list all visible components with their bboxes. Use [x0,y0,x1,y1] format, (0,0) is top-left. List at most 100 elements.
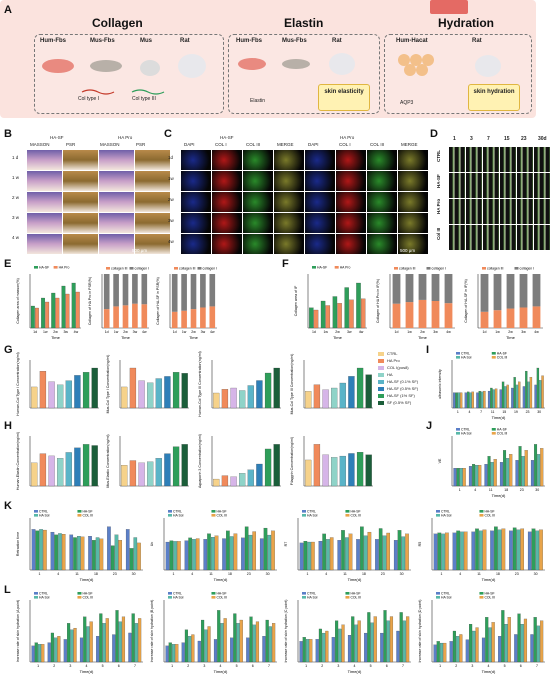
bar [501,381,505,409]
d-ultrasound-tile [448,146,466,173]
x-tick-label: 1w [495,330,500,334]
bar [48,381,55,409]
legend-label: HA Sol [39,596,50,600]
x-tick-label: 2 [321,664,323,668]
bar [256,463,263,487]
b-histology-tile [98,233,135,255]
bar [132,274,138,304]
legend-label: COL III [350,514,361,518]
x-tick-label: 3 [471,664,473,668]
legend-swatch [436,596,440,599]
bar [433,533,438,571]
bar [39,371,47,409]
bar [122,305,129,328]
bar [539,380,542,409]
bar [365,374,372,409]
legend-label: HA-SF [82,592,92,596]
bar [494,388,498,409]
bar [268,626,272,663]
bar [263,527,268,571]
b-row-label: 3 w [12,215,20,220]
x-tick-label: 30 [535,488,539,492]
x-tick-label: 1d [105,330,109,334]
bar [322,389,329,409]
bar [531,528,536,571]
bar [137,542,141,571]
c-fluorescence-tile [366,149,398,171]
x-tick-label: 4w [210,330,215,334]
y-axis-label: Retraction time [16,532,20,556]
bar [221,475,229,487]
bar [418,299,427,328]
legend-label: HA Pro [387,358,400,363]
bar [213,639,218,663]
col-type-iii-label: Col type III [132,96,156,102]
bar [476,392,479,409]
d-row-label: HA Pro [436,198,441,214]
bar [437,532,442,571]
legend-label: HA [387,372,393,377]
chart-I: ultrasonic intensity Time(d) 1 4 7 11 15 19 23 30… [438,352,545,420]
x-tick-label: 18 [362,572,366,576]
bar [63,639,67,663]
c-fluorescence-tile [366,233,398,255]
bar [39,453,47,487]
x-tick-label: 1 [305,664,307,668]
b-stain-psr-2: PSR [136,142,146,147]
chart-E3: Collagen of HA-SF in PSR(%) Time 1d 1w 2w 3w 4… [156,267,217,340]
bar [99,538,104,571]
legend-label: collagen I [135,267,150,271]
bar [357,620,361,663]
bar [54,637,58,663]
bar [532,306,541,328]
x-tick-label: 4 [474,488,476,492]
b-stain-masson-2: MASSON [100,142,120,147]
x-axis-label: Time(d) [214,577,228,582]
legend-label: CTRL [461,428,470,432]
bar [380,632,384,663]
bar [490,530,494,571]
legend-label: HA Sol [173,514,184,518]
bar [540,448,544,487]
bar [303,541,308,571]
bar [173,541,177,571]
legend-swatch [378,394,384,398]
legend-label: HA-SF (1% SF) [387,393,415,398]
bar [252,531,257,571]
c-fluorescence-tile [366,212,398,234]
bar [57,384,64,409]
legend-swatch [491,432,496,435]
bar [165,645,169,663]
y-axis-label: Collagen of HA-SF in PSR(%) [156,277,160,325]
legend-label: HA-SF (0.5% SF) [387,386,419,391]
bar [69,534,74,571]
bar [475,627,479,663]
c-fluorescence-tile [335,233,367,255]
bar [181,444,188,487]
bar [80,536,85,571]
legend-swatch [479,510,484,513]
legend-swatch [456,356,460,359]
bar [51,292,56,329]
bar [239,619,243,663]
x-tick-label: 15 [502,410,506,414]
bar [96,636,100,663]
bar [347,635,352,663]
bar [48,455,55,487]
chart-L2: Increase rate of skin hydration (B point… [150,592,277,674]
legend-label: HA-SF [216,592,226,596]
y-axis-label: R5 [418,542,422,547]
bar [103,274,110,310]
bar [493,459,497,487]
bar [246,637,250,663]
bar [65,380,72,409]
legend-swatch [491,356,496,359]
y-axis-label: R7 [284,542,288,547]
bar [50,632,54,663]
x-axis-label: Time [333,335,343,340]
d-row-label: Col III [436,227,441,240]
c-fluorescence-tile [335,170,367,192]
bar [247,469,254,487]
bar [445,532,449,571]
bar [527,381,530,409]
